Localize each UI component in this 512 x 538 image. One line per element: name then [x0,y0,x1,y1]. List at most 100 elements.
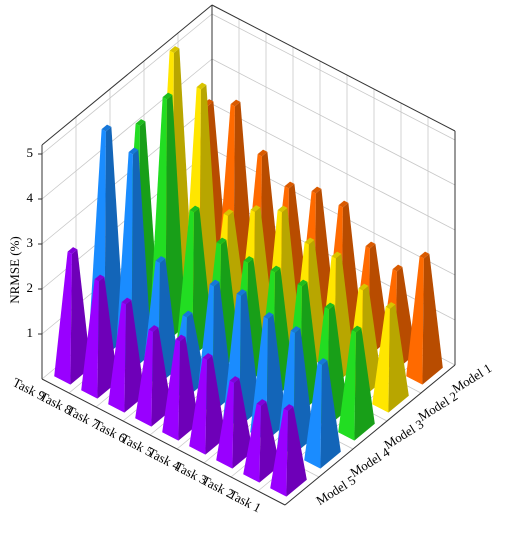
y-tick-label: 4 [27,190,34,205]
bar [108,297,145,413]
bar-face [419,251,430,259]
bar-face [283,404,294,411]
bar-face [243,256,254,263]
bar [189,353,226,455]
bar-face [388,304,409,413]
bar-face [230,99,241,107]
bar-face [165,94,186,343]
bar-face [169,46,180,53]
bar-face [196,82,207,90]
bar-face [202,353,213,360]
bar-face [229,376,240,383]
bar-face [135,119,146,126]
bar [338,325,375,441]
bar-face [94,274,105,282]
bar-face [358,283,369,291]
bar-face [286,406,307,497]
bar-face [320,360,341,469]
bar-face [232,378,253,469]
bar-face [182,310,193,318]
bar [162,334,199,441]
bar-face [243,403,261,483]
grid-line [41,13,213,155]
bar-face [270,408,288,497]
bar-face [263,312,274,319]
legend-label: Model 1 [449,360,494,396]
bar-face [189,205,200,213]
axis-line [211,4,456,132]
legend-label: Model 5 [313,472,358,508]
y-axis-label: NRMSE (%) [7,236,22,304]
bar-face [290,326,301,333]
bar-face [354,327,375,441]
bar-face [250,205,261,212]
bar-face [209,279,220,287]
grid-line [211,58,456,186]
bar-face [331,251,342,259]
bar-face [178,336,199,441]
bar [81,274,118,399]
bar [54,247,91,385]
grid-line [211,103,456,231]
bar-face [338,200,349,208]
bar-face [155,256,166,263]
bar-face [256,399,267,406]
bar-face [365,241,376,249]
bar-face [97,276,118,399]
bar-face [223,209,234,216]
bar-face [422,253,443,385]
bar-face [148,325,159,332]
grid-line [41,58,213,200]
y-tick-label: 3 [27,235,34,250]
legend-label: Model 4 [347,444,392,480]
bar-face [175,334,186,342]
legend-label: Model 3 [381,416,426,452]
bar-face [108,302,126,413]
bar-face [162,92,173,100]
bar [270,404,307,497]
bar-face [257,149,268,157]
bar-face [351,325,362,333]
bar-face [270,265,281,273]
bar-face [124,299,145,413]
bar-face [128,147,139,155]
bar [406,251,443,385]
bar-face [162,339,180,441]
bar-face [131,149,152,371]
grid-line [211,148,456,276]
bar [304,358,341,469]
bar-face [297,279,308,287]
grid-line [211,13,456,141]
y-tick-label: 2 [27,280,34,295]
bar-face [216,237,227,245]
axis-line [41,4,213,146]
y-tick-label: 5 [27,145,34,160]
bar-face [338,330,356,441]
bar-face [277,205,288,213]
axis-line [284,364,456,506]
bar [372,302,409,413]
bar-face [239,291,260,427]
bar-face [205,355,226,455]
bar-face [121,297,132,305]
bar-face [54,251,72,385]
bar-face [304,237,315,245]
bar-face [392,264,403,272]
bar-face [385,302,396,309]
bar-face [199,84,220,315]
legend-label: Model 2 [415,388,460,424]
bar-face [284,181,295,189]
bar-face [189,357,207,455]
bar-face [406,256,424,385]
bar-face [324,302,335,310]
bar-face [304,362,322,469]
bar-face [236,289,247,296]
bar-face [293,328,314,455]
bar-face [101,124,112,132]
bar-face [372,306,390,413]
bar [216,376,253,469]
bar-face [311,186,322,194]
bar-face [135,329,153,427]
bar-face [216,380,234,469]
